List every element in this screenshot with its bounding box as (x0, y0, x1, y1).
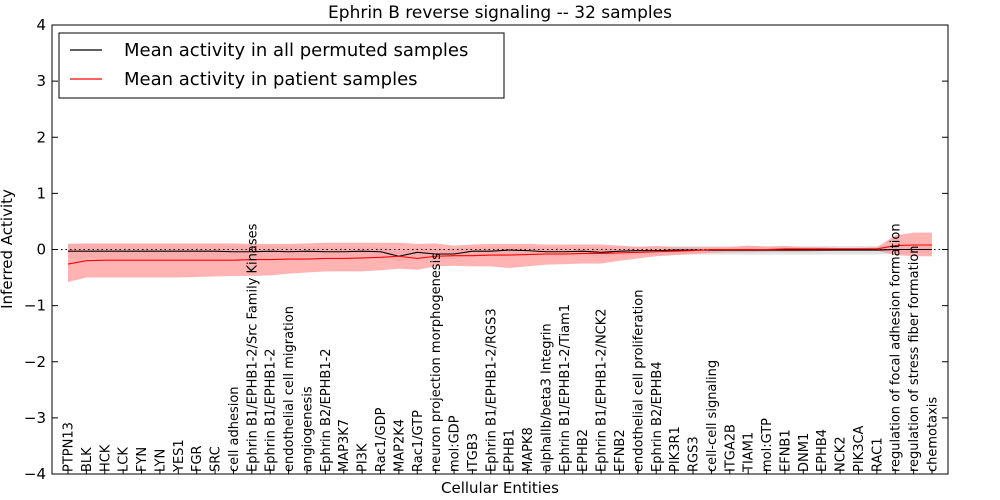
y-tick-label: 3 (36, 72, 46, 90)
band-patient (68, 232, 932, 283)
x-tick-label: Ephrin B1/EPHB1-2/Tiam1 (558, 304, 573, 472)
x-tick-label: EPHB1 (503, 429, 518, 472)
x-tick-label: TIAM1 (742, 432, 757, 473)
x-tick-label: cell-cell signaling (705, 360, 720, 472)
x-tick-label: MAP2K4 (392, 419, 407, 472)
series-line-patient (67, 244, 932, 265)
x-tick-label: Ephrin B1/EPHB1-2/Src Family Kinases (245, 223, 260, 472)
legend-label-permuted: Mean activity in all permuted samples (124, 40, 468, 61)
x-tick-label: chemotaxis (926, 397, 941, 472)
y-ticks: −4 −3 −2 −1 0 1 2 3 4 (24, 16, 948, 483)
legend-box (58, 32, 505, 99)
x-tick-label: RGS3 (687, 436, 702, 472)
x-tick-label: PIK3R1 (668, 426, 683, 472)
x-tick-label: regulation of stress fiber formation (907, 245, 922, 472)
legend-label-patient: Mean activity in patient samples (124, 69, 418, 90)
x-tick-label: regulation of focal adhesion formation (889, 223, 904, 472)
x-tick-label: alphaIIb/beta3 Integrin (539, 323, 554, 472)
y-axis-label: Inferred Activity (0, 189, 16, 309)
x-tick-label: mol:GTP (760, 418, 775, 472)
x-tick-label: RAC1 (870, 437, 885, 472)
x-tick-label: Rac1/GDP (374, 407, 389, 472)
x-tick-label: PTPN13 (62, 422, 77, 472)
x-tick-label: Ephrin B2/EPHB4 (650, 361, 665, 472)
x-tick-label: angiogenesis (300, 386, 315, 472)
x-tick-label: endothelial cell proliferation (631, 290, 646, 473)
y-tick-label: 0 (36, 241, 46, 259)
x-tick-label: ITGA2B (723, 424, 738, 472)
x-tick-label: NCK2 (834, 436, 849, 472)
x-tick-label: PI3K (356, 443, 371, 472)
x-tick-label: YES1 (172, 439, 187, 473)
y-tick-label: 2 (36, 128, 46, 146)
y-tick-label: −1 (24, 297, 46, 315)
x-tick-label: MAP3K7 (337, 419, 352, 472)
x-tick-label: neuron projection morphogenesis (429, 253, 444, 472)
chart-title: Ephrin B reverse signaling -- 32 samples (328, 3, 672, 23)
legend: Mean activity in all permuted samples Me… (58, 32, 505, 99)
y-tick-label: 1 (36, 184, 46, 202)
x-tick-label: MAPK8 (521, 427, 536, 472)
series-line-permuted (68, 248, 932, 257)
x-tick-label: mol:GDP (448, 415, 463, 472)
x-tick-label: Rac1/GTP (411, 410, 426, 472)
x-tick-label: LCK (117, 447, 132, 472)
x-tick-label: EPHB4 (815, 429, 830, 472)
x-tick-label: FGR (190, 445, 205, 472)
confidence-bands (68, 232, 932, 283)
x-tick-label: Ephrin B2/EPHB1-2 (319, 348, 334, 472)
x-tick-label: PIK3CA (852, 425, 867, 472)
x-tick-label: SRC (209, 446, 224, 472)
y-tick-label: −4 (24, 465, 46, 483)
x-tick-label: EFNB1 (778, 429, 793, 472)
x-tick-label: DNM1 (797, 433, 812, 472)
y-tick-label: 4 (36, 16, 46, 34)
x-tick-label: HCK (98, 444, 113, 472)
x-tick-label: Ephrin B1/EPHB1-2/RGS3 (484, 308, 499, 472)
x-axis-label: Cellular Entities (441, 479, 559, 497)
x-tick-label: cell adhesion (227, 386, 242, 472)
x-tick-label: LYN (153, 449, 168, 472)
x-tick-label: FYN (135, 447, 150, 472)
y-tick-label: −2 (24, 353, 46, 371)
x-tick-label: EFNB2 (613, 429, 628, 472)
y-tick-label: −3 (24, 409, 46, 427)
x-tick-label: endothelial cell migration (282, 306, 297, 472)
x-tick-labels: PTPN13 BLK HCK LCK FYN LYN YES1 FGR SRC cell adhe… (62, 223, 941, 474)
x-tick-label: ITGB3 (466, 433, 481, 472)
series-lines (67, 244, 932, 265)
x-tick-label: Ephrin B1/EPHB1-2 (264, 348, 279, 472)
x-tick-label: BLK (80, 447, 95, 472)
x-tick-label: Ephrin B1/EPHB1-2/NCK2 (595, 308, 610, 472)
x-tick-label: EPHB2 (576, 429, 591, 472)
